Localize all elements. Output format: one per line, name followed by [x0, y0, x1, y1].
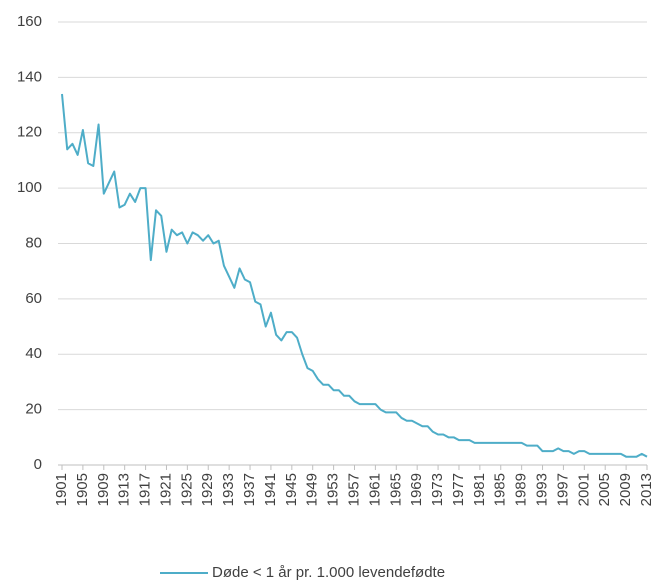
x-tick-label: 1981 — [471, 473, 488, 506]
x-tick-label: 2013 — [638, 473, 655, 506]
x-tick-label: 1921 — [157, 473, 174, 506]
x-tick-label: 1977 — [450, 473, 467, 506]
y-tick-label: 100 — [17, 179, 42, 196]
x-tick-label: 1993 — [534, 473, 551, 506]
x-tick-label: 1945 — [283, 473, 300, 506]
series-line — [61, 93, 648, 458]
legend-label: Døde < 1 år pr. 1.000 levendefødte — [212, 564, 445, 581]
y-tick-label: 160 — [17, 13, 42, 30]
x-tick-label: 1901 — [53, 473, 70, 506]
y-tick-label: 120 — [17, 124, 42, 141]
x-tick-label: 2009 — [617, 473, 634, 506]
y-tick-label: 80 — [25, 234, 42, 251]
x-tick-label: 1949 — [304, 473, 321, 506]
x-tick-label: 1929 — [199, 473, 216, 506]
x-tick-label: 1957 — [345, 473, 362, 506]
y-tick-label: 20 — [25, 401, 42, 418]
x-tick-label: 1913 — [116, 473, 133, 506]
x-tick-label: 1905 — [74, 473, 91, 506]
x-tick-label: 1973 — [429, 473, 446, 506]
x-tick-label: 1909 — [95, 473, 112, 506]
x-tick-label: 1941 — [262, 473, 279, 506]
y-tick-label: 140 — [17, 68, 42, 85]
x-tick-label: 1985 — [492, 473, 509, 506]
y-tick-label: 40 — [25, 345, 42, 362]
x-tick-label: 1961 — [366, 473, 383, 506]
x-tick-label: 1989 — [513, 473, 530, 506]
x-tick-label: 1917 — [137, 473, 154, 506]
x-tick-label: 1953 — [325, 473, 342, 506]
x-tick-label: 2005 — [596, 473, 613, 506]
x-tick-label: 1925 — [178, 473, 195, 506]
x-tick-label: 2001 — [575, 473, 592, 506]
x-tick-label: 1969 — [408, 473, 425, 506]
x-tick-label: 1937 — [241, 473, 258, 506]
y-tick-label: 0 — [34, 456, 42, 473]
x-tick-label: 1965 — [387, 473, 404, 506]
x-tick-label: 1933 — [220, 473, 237, 506]
x-tick-label: 1997 — [554, 473, 571, 506]
y-tick-label: 60 — [25, 290, 42, 307]
